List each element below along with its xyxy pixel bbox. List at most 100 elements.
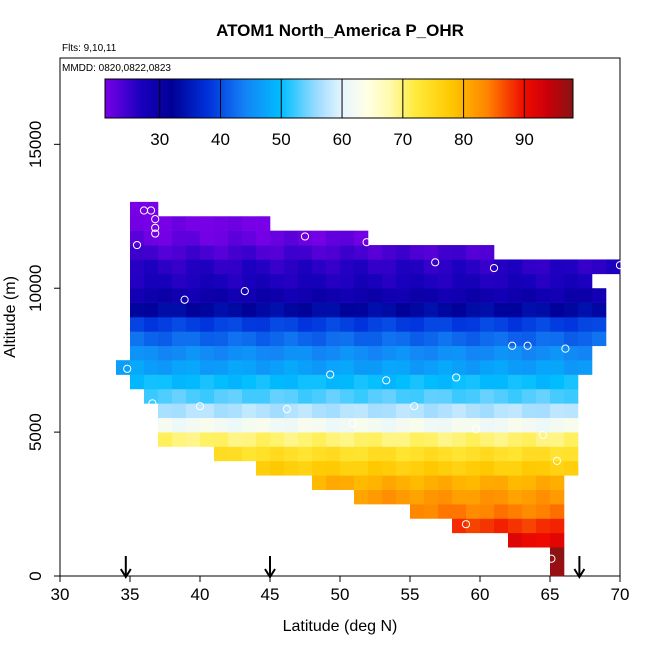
colorbar-swatch [557, 79, 560, 118]
heatmap-cell [536, 446, 551, 462]
heatmap-cell [438, 302, 453, 318]
heatmap-cell [256, 245, 271, 260]
heatmap-cell [130, 331, 145, 347]
heatmap-cell [340, 345, 355, 361]
heatmap-cell [200, 388, 215, 404]
heatmap-cell [424, 259, 439, 275]
colorbar-swatch [569, 79, 572, 118]
heatmap-cell [466, 302, 481, 318]
colorbar-swatch [525, 79, 528, 118]
heatmap-cell [340, 273, 355, 289]
heatmap-cell [214, 388, 229, 404]
heatmap-cell [494, 374, 509, 390]
colorbar-swatch [173, 79, 176, 118]
colorbar-swatch [419, 79, 422, 118]
heatmap-cell [424, 331, 439, 347]
heatmap-cell [466, 446, 481, 462]
heatmap-cell [508, 317, 523, 332]
heatmap-cell [424, 504, 439, 519]
heatmap-cell [326, 388, 341, 404]
heatmap-cell [312, 302, 327, 318]
heatmap-cell [396, 475, 411, 490]
heatmap-cell [550, 360, 565, 375]
heatmap-cell [564, 446, 579, 462]
colorbar-swatch [129, 79, 132, 118]
colorbar-swatch [463, 79, 466, 118]
heatmap-cell [200, 317, 215, 332]
heatmap-cell [298, 446, 313, 462]
heatmap-cell [368, 259, 383, 275]
heatmap-cell [214, 273, 229, 289]
heatmap-cell [158, 388, 173, 404]
heatmap-cell [396, 331, 411, 347]
heatmap-cell [578, 331, 593, 347]
colorbar-swatch [567, 79, 570, 118]
heatmap-cell [116, 360, 131, 375]
heatmap-cell [354, 446, 369, 462]
colorbar-swatch [555, 79, 558, 118]
heatmap-cell [550, 561, 565, 577]
heatmap-cell [452, 259, 467, 275]
heatmap-cell [396, 302, 411, 318]
colorbar-swatch [483, 79, 486, 118]
heatmap-cell [410, 446, 425, 462]
heatmap-cell [340, 374, 355, 390]
heatmap-cell [396, 273, 411, 289]
heatmap-cell [550, 532, 565, 548]
heatmap-cell [312, 345, 327, 361]
heatmap-cell [424, 417, 439, 433]
colorbar-swatch [145, 79, 148, 118]
heatmap-cell [522, 288, 537, 303]
colorbar-swatch [387, 79, 390, 118]
colorbar-swatch [385, 79, 388, 118]
heatmap-cell [144, 360, 159, 375]
heatmap-cell [270, 360, 285, 375]
heatmap-cell [242, 216, 257, 231]
heatmap-cell [242, 345, 257, 361]
heatmap-cell [410, 288, 425, 303]
heatmap-cell [536, 388, 551, 404]
heatmap-cell [270, 403, 285, 419]
heatmap-cell [494, 403, 509, 419]
heatmap-cell [466, 345, 481, 361]
heatmap-cell [438, 432, 453, 447]
heatmap-cell [550, 446, 565, 462]
heatmap-cell [256, 417, 271, 433]
colorbar-swatch [475, 79, 478, 118]
heatmap-cell [452, 460, 467, 476]
colorbar-swatch [297, 79, 300, 118]
heatmap-cell [284, 446, 299, 462]
heatmap-cell [452, 446, 467, 462]
x-tick-label: 35 [121, 585, 140, 604]
colorbar-swatch [181, 79, 184, 118]
heatmap-cell [256, 230, 271, 246]
colorbar-swatch [211, 79, 214, 118]
heatmap-cell [452, 288, 467, 303]
heatmap-cell [396, 432, 411, 447]
colorbar-swatch [131, 79, 134, 118]
colorbar-swatch [259, 79, 262, 118]
heatmap-cell [466, 331, 481, 347]
heatmap-cell [186, 388, 201, 404]
colorbar-swatch [185, 79, 188, 118]
heatmap-cell [200, 403, 215, 419]
colorbar-swatch [123, 79, 126, 118]
heatmap-cell [536, 302, 551, 318]
heatmap-cell [564, 273, 579, 289]
heatmap-cell [158, 403, 173, 419]
colorbar-swatch [553, 79, 556, 118]
colorbar-swatch [291, 79, 294, 118]
heatmap-cell [228, 216, 243, 231]
heatmap-cell [172, 259, 187, 275]
colorbar-tick-label: 60 [333, 130, 352, 149]
heatmap-cell [144, 230, 159, 246]
heatmap-cell [410, 417, 425, 433]
heatmap-cell [382, 403, 397, 419]
heatmap-cell [340, 403, 355, 419]
colorbar-swatch [469, 79, 472, 118]
colorbar-swatch [111, 79, 114, 118]
heatmap-cell [312, 460, 327, 476]
heatmap-cell [214, 360, 229, 375]
heatmap-cell [158, 417, 173, 433]
y-axis: 0 5000 10000 15000 [26, 121, 60, 581]
